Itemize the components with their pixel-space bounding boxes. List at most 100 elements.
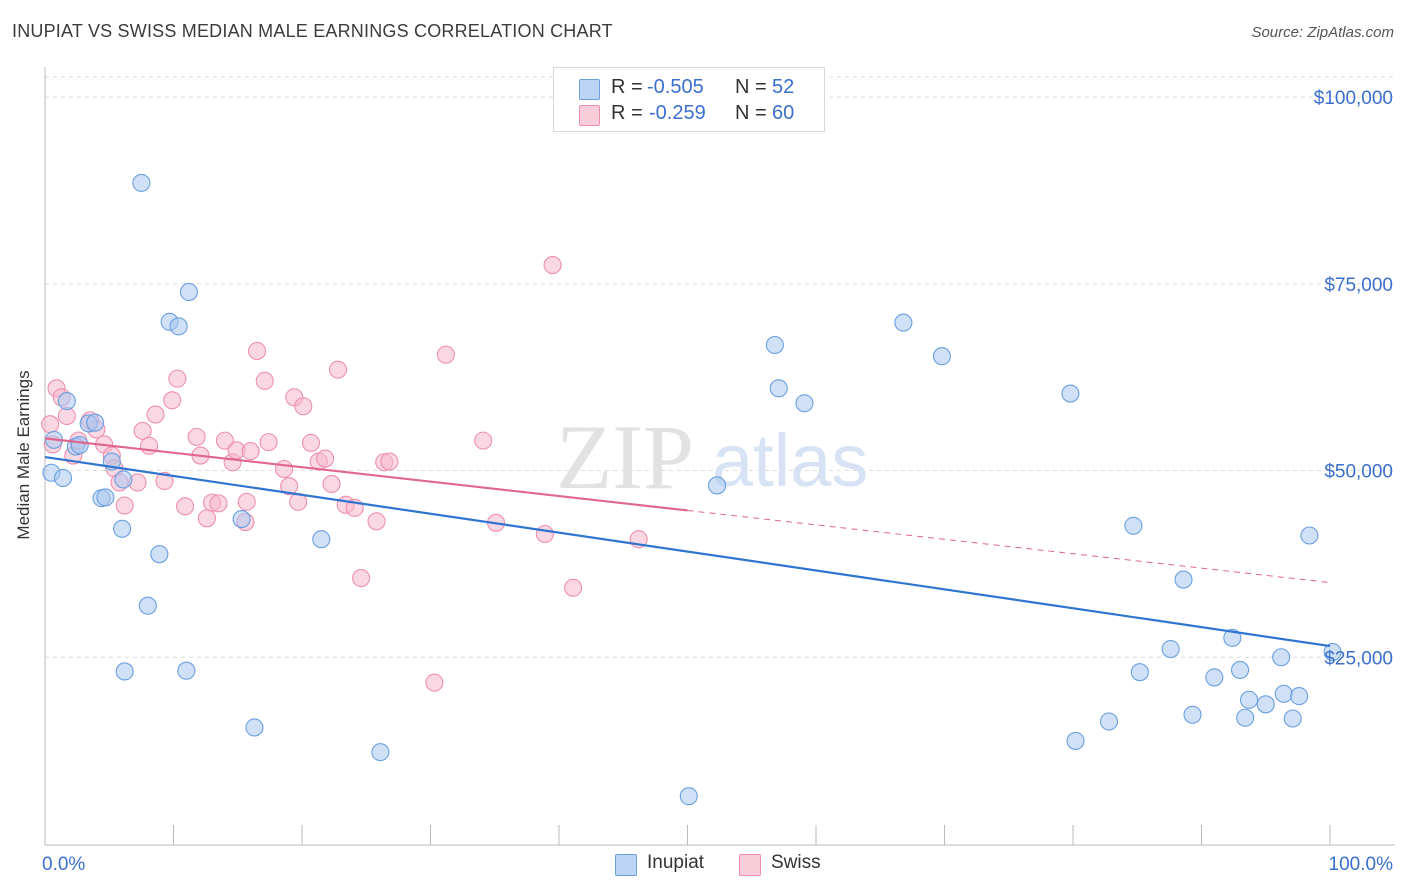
y-axis-title: Median Male Earnings bbox=[14, 370, 33, 540]
inupiat-point bbox=[894, 313, 913, 332]
inupiat-point bbox=[53, 468, 73, 488]
inupiat-point bbox=[1183, 705, 1202, 724]
swiss-point bbox=[301, 433, 321, 452]
tick-labels: $25,000 $50,000 $75,000 $100,000 0.0% 100.0% bbox=[42, 88, 1393, 875]
inupiat-point bbox=[169, 317, 188, 336]
watermark-zip: ZIP bbox=[556, 406, 694, 508]
swiss-point bbox=[316, 449, 335, 468]
inupiat-point bbox=[232, 510, 251, 529]
bottom-legend-label-inupiat: Inupiat bbox=[647, 852, 705, 873]
swiss-point bbox=[543, 256, 562, 275]
y-tick-label: $100,000 bbox=[1314, 88, 1393, 109]
swiss-point bbox=[215, 431, 234, 450]
swiss-point bbox=[209, 494, 228, 513]
chart-title: INUPIAT VS SWISS MEDIAN MALE EARNINGS CO… bbox=[12, 21, 613, 41]
inupiat-point bbox=[1130, 663, 1149, 682]
inupiat-points bbox=[42, 173, 1342, 806]
swiss-point bbox=[367, 512, 386, 531]
y-tick-label: $25,000 bbox=[1324, 648, 1393, 669]
swiss-point bbox=[133, 421, 152, 440]
legend-n-label: N = bbox=[735, 76, 767, 98]
inupiat-point bbox=[312, 530, 331, 549]
inupiat-point bbox=[1061, 384, 1080, 403]
swiss-point bbox=[146, 405, 165, 424]
x-tick-label-min: 0.0% bbox=[42, 854, 85, 875]
legend-r-label: R = bbox=[611, 102, 643, 124]
inupiat-point bbox=[245, 718, 264, 737]
swiss-point bbox=[564, 578, 583, 597]
source-credit: Source: ZipAtlas.com bbox=[1251, 24, 1394, 41]
legend-swatch-swiss bbox=[579, 105, 600, 126]
inupiat-point bbox=[765, 335, 784, 355]
swiss-point bbox=[241, 442, 260, 461]
inupiat-point bbox=[177, 661, 196, 680]
inupiat-point bbox=[795, 394, 814, 413]
y-tick-label: $50,000 bbox=[1324, 462, 1393, 483]
inupiat-point bbox=[1099, 712, 1119, 731]
inupiat-point bbox=[1124, 516, 1143, 535]
swiss-point bbox=[280, 477, 299, 496]
inupiat-point bbox=[96, 488, 115, 507]
inupiat-point bbox=[1283, 709, 1302, 728]
inupiat-point bbox=[708, 476, 727, 495]
inupiat-point bbox=[179, 282, 198, 302]
inupiat-point bbox=[1066, 731, 1085, 750]
inupiat-point bbox=[1205, 668, 1224, 687]
bottom-legend-swatch-swiss bbox=[739, 854, 761, 876]
inupiat-point bbox=[1290, 687, 1309, 706]
inupiat-point bbox=[1239, 690, 1259, 709]
trend-line-swiss bbox=[44, 437, 688, 512]
inupiat-point bbox=[57, 391, 76, 411]
legend-swatch-inupiat bbox=[579, 79, 600, 100]
y-tick-label: $75,000 bbox=[1324, 275, 1393, 296]
inupiat-point bbox=[150, 545, 169, 564]
swiss-point bbox=[197, 509, 216, 528]
swiss-point bbox=[274, 459, 294, 479]
inupiat-point bbox=[769, 379, 788, 398]
inupiat-point bbox=[70, 436, 89, 455]
legend-n-label: N = bbox=[735, 102, 767, 124]
watermark-atlas: atlas bbox=[712, 419, 868, 502]
inupiat-point bbox=[1174, 570, 1193, 589]
legend-row-inupiat: R = -0.505 N = 52 bbox=[554, 76, 824, 102]
grid-layer bbox=[45, 76, 1395, 658]
inupiat-point bbox=[138, 596, 157, 615]
swiss-point bbox=[255, 371, 274, 390]
inupiat-point bbox=[1272, 648, 1291, 667]
inupiat-point bbox=[114, 470, 133, 489]
swiss-point bbox=[155, 471, 174, 491]
x-tick-label-max: 100.0% bbox=[1329, 854, 1394, 875]
swiss-point bbox=[425, 673, 444, 692]
swiss-point bbox=[187, 427, 206, 446]
swiss-point bbox=[115, 496, 134, 515]
legend-n-value-swiss: 60 bbox=[772, 102, 795, 124]
trend-layer bbox=[44, 437, 1331, 648]
watermark: ZIP atlas bbox=[556, 406, 868, 508]
inupiat-point bbox=[115, 662, 134, 681]
inupiat-point bbox=[932, 347, 951, 366]
inupiat-point bbox=[86, 413, 105, 432]
swiss-points bbox=[41, 256, 648, 692]
swiss-point bbox=[352, 569, 371, 588]
inupiat-point bbox=[132, 173, 151, 192]
swiss-point bbox=[535, 524, 554, 544]
bottom-legend-swatch-inupiat bbox=[615, 854, 637, 876]
correlation-legend: R = -0.505 N = 52 R = -0.259 N = 60 bbox=[553, 67, 825, 132]
swiss-point bbox=[163, 391, 182, 410]
swiss-point bbox=[237, 492, 256, 511]
swiss-point bbox=[41, 415, 60, 434]
inupiat-point bbox=[113, 519, 132, 538]
inupiat-point bbox=[371, 743, 390, 762]
inupiat-point bbox=[1300, 526, 1319, 545]
swiss-point bbox=[176, 497, 195, 516]
swiss-point bbox=[259, 433, 278, 452]
swiss-point bbox=[294, 397, 313, 416]
swiss-point bbox=[436, 345, 455, 364]
legend-r-value-swiss: -0.259 bbox=[649, 102, 706, 124]
inupiat-point bbox=[1274, 684, 1293, 703]
inupiat-point bbox=[1223, 628, 1242, 647]
inupiat-point bbox=[1231, 660, 1250, 679]
inupiat-point bbox=[1161, 639, 1180, 659]
swiss-point bbox=[322, 474, 341, 493]
